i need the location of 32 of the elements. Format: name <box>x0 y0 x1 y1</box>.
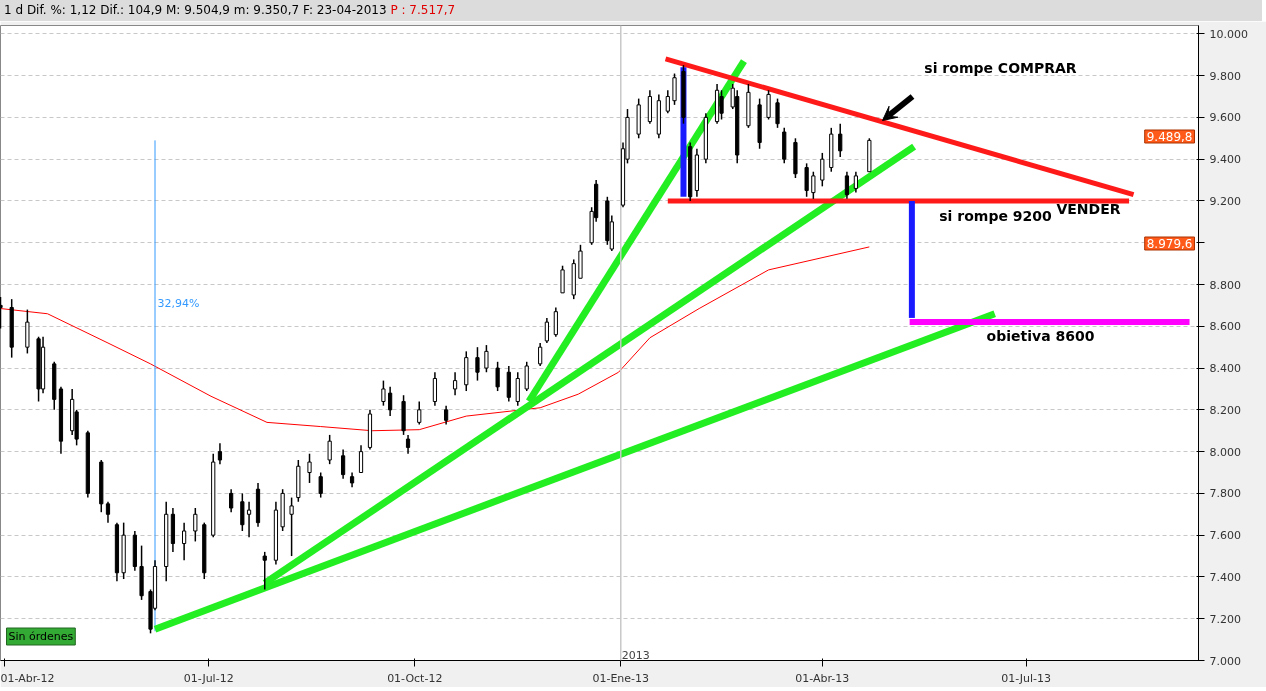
y-tick-label: 8.000 <box>1209 445 1241 459</box>
annotation: si rompe 9200 <box>939 207 1052 224</box>
y-tick-label: 7.400 <box>1209 570 1241 584</box>
y-tick-label: 7.800 <box>1209 487 1241 501</box>
chart-title: 1 d Dif. %: 1,12 Dif.: 104,9 M: 9.504,9 m: 9.350,7 F: 23-04-2013 <box>4 3 387 17</box>
annotation: Sin órdenes <box>8 630 74 643</box>
x-tick-label: 01-Abr-12 <box>0 671 55 685</box>
annotation: 8.979,6 <box>1146 237 1193 251</box>
x-tick-label: 01-Ene-13 <box>592 671 650 685</box>
y-tick-label: 9.400 <box>1209 153 1241 167</box>
y-tick-label: 8.200 <box>1209 403 1241 417</box>
annotation: 32,94% <box>157 297 200 310</box>
y-tick-label: 10.000 <box>1209 27 1248 41</box>
y-tick-label: 9.600 <box>1209 111 1241 125</box>
annotation: 9.489,8 <box>1146 130 1193 144</box>
y-tick-label: 8.800 <box>1209 278 1241 292</box>
y-tick-label: 7.200 <box>1209 612 1241 626</box>
x-tick-label: 01-Jul-13 <box>1001 671 1051 685</box>
y-tick-label: 7.600 <box>1209 529 1241 543</box>
y-tick-label: 7.000 <box>1209 654 1241 668</box>
annotation: si rompe COMPRAR <box>924 59 1077 76</box>
chart-subtitle: P : 7.517,7 <box>390 3 456 17</box>
x-tick-label: 01-Jul-12 <box>183 671 234 685</box>
y-tick-label: 9.800 <box>1209 69 1241 83</box>
annotation: VENDER <box>1056 200 1121 217</box>
y-tick-label: 8.600 <box>1209 320 1241 334</box>
y-tick-label: 8.400 <box>1209 362 1241 376</box>
x-tick-label: 01-Abr-13 <box>795 671 850 685</box>
x-tick-label: 01-Oct-12 <box>387 671 443 685</box>
ref-line-label: 2013 <box>621 648 650 662</box>
annotation: obietiva 8600 <box>986 327 1095 344</box>
y-tick-label: 9.200 <box>1209 194 1241 208</box>
